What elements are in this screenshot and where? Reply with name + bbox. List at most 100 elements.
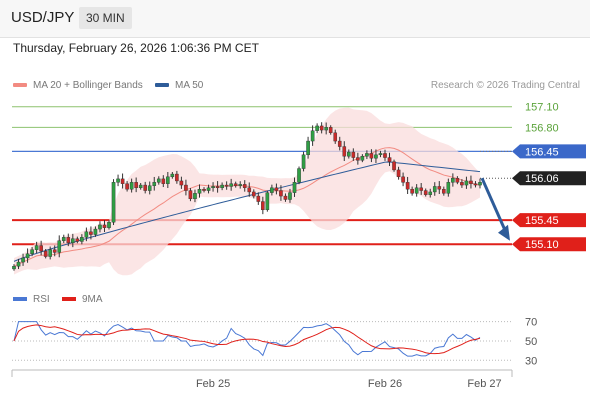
candle-body xyxy=(306,140,310,156)
candle-body xyxy=(283,195,288,200)
candle-body xyxy=(342,146,347,157)
candle-body xyxy=(478,182,482,186)
level-tag-155-10 xyxy=(512,237,586,252)
candle-body xyxy=(188,190,193,200)
candle-body xyxy=(138,184,143,189)
candle-body xyxy=(251,191,256,197)
candle-body xyxy=(89,231,93,235)
candle-body xyxy=(337,140,342,147)
candle-body xyxy=(156,178,161,183)
timestamp: Thursday, February 26, 2026 1:06:36 PM C… xyxy=(13,41,259,55)
title-bar: USD/JPY 30 MIN xyxy=(0,0,590,38)
candle-body xyxy=(242,184,247,189)
candle-body xyxy=(206,187,211,191)
timeframe-button[interactable]: 30 MIN xyxy=(79,7,132,29)
rsi-panel: RSI 9MA 70 50 30 xyxy=(12,294,537,367)
legend-bollinger: MA 20 + Bollinger Bands xyxy=(13,80,143,91)
level-label-156-45: 156.45 xyxy=(525,146,559,158)
candle-body xyxy=(310,130,315,142)
candle-body xyxy=(98,224,102,230)
candle-body xyxy=(120,178,125,184)
candle-body xyxy=(211,186,215,189)
candle-body xyxy=(193,193,197,200)
level-lines xyxy=(12,106,512,246)
candle-body xyxy=(233,183,238,186)
candle-body xyxy=(179,180,184,186)
candle-body xyxy=(265,192,270,211)
ma9-swatch-icon xyxy=(62,297,76,301)
candle-body xyxy=(170,173,175,178)
candle-body xyxy=(301,154,306,169)
candle-body xyxy=(48,249,52,257)
candle-body xyxy=(319,125,324,131)
candle-body xyxy=(401,176,405,183)
candle-body xyxy=(333,132,338,142)
candle-body xyxy=(414,187,419,194)
candle-body xyxy=(84,231,89,238)
candle-body xyxy=(297,168,301,183)
candle-body xyxy=(360,155,365,161)
candle-body xyxy=(437,186,442,190)
candle-body xyxy=(71,238,75,244)
candle-body xyxy=(378,153,383,156)
candle-body xyxy=(432,186,437,193)
candle-body xyxy=(75,238,80,242)
legend-bollinger-label: MA 20 + Bollinger Bands xyxy=(33,80,143,91)
level-label-155-45: 155.45 xyxy=(525,215,559,227)
candle-body xyxy=(12,265,16,270)
candle-body xyxy=(111,182,116,223)
candle-body xyxy=(107,221,111,228)
candle-body xyxy=(419,187,423,191)
x-tick-label: Feb 25 xyxy=(196,378,230,390)
current-price-label: 156.06 xyxy=(525,173,559,185)
candle-body xyxy=(229,183,233,187)
candle-body xyxy=(129,182,134,190)
candle-body xyxy=(16,261,21,267)
credit-text: Research © 2026 Trading Central xyxy=(430,80,580,91)
candle-body xyxy=(464,180,469,186)
candle-body xyxy=(80,237,84,242)
candle-body xyxy=(161,178,166,184)
level-label-155-10: 155.10 xyxy=(525,239,559,251)
candle-body xyxy=(256,195,261,202)
level-tag-156-45 xyxy=(512,144,586,159)
candle-body xyxy=(369,153,374,159)
candle-body xyxy=(134,182,138,189)
level-tag-155-45 xyxy=(512,213,586,228)
candle-body xyxy=(410,188,414,194)
candle-body xyxy=(473,183,478,186)
candle-body xyxy=(387,157,392,162)
rsi-level-label-50: 50 xyxy=(525,336,537,348)
candle-body xyxy=(66,237,71,244)
level-label-156-80: 156.80 xyxy=(525,122,559,134)
candle-body xyxy=(184,184,188,191)
ma9-legend-label: 9MA xyxy=(82,294,103,305)
candle-body xyxy=(446,182,451,194)
candle-body xyxy=(197,188,202,194)
candle-body xyxy=(356,157,360,161)
ma50-swatch-icon xyxy=(155,83,169,88)
candle-body xyxy=(147,185,152,191)
candle-body xyxy=(175,173,179,182)
time-axis: Feb 25 Feb 26 Feb 27 xyxy=(11,369,513,390)
rsi-ma9-line xyxy=(13,324,481,355)
level-label-157-10: 157.10 xyxy=(525,102,559,114)
candle-body xyxy=(346,151,351,157)
ma20-line xyxy=(13,147,481,267)
candle-body xyxy=(34,245,39,250)
candle-body xyxy=(292,182,297,193)
candle-body xyxy=(143,184,148,191)
candle-body xyxy=(374,154,378,159)
forecast-arrow-shaft xyxy=(480,177,509,236)
candle-body xyxy=(455,177,460,183)
candle-body xyxy=(224,184,229,187)
rsi-swatch-icon xyxy=(13,297,27,301)
candle-body xyxy=(405,182,410,190)
candle-body xyxy=(215,186,220,189)
candle-body xyxy=(274,187,279,191)
candle-body xyxy=(460,182,464,186)
rsi-legend-label: RSI xyxy=(33,294,50,305)
x-tick-label: Feb 27 xyxy=(467,378,501,390)
candle-body xyxy=(125,183,129,190)
